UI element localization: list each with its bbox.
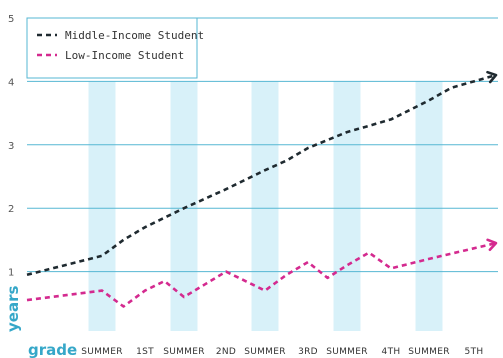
x-tick-label: SUMMER [81,347,123,357]
x-tick-label: SUMMER [408,347,450,357]
x-tick-label: SUMMER [244,347,286,357]
x-tick-labels: SUMMER 1ST SUMMER 2ND SUMMER 3RD SUMMER 4TH SUMM… [81,347,483,357]
grid-lines [27,17,498,273]
y-tick-labels: 1 2 3 4 5 [8,14,14,279]
y-tick-label: 3 [8,141,14,152]
x-axis-label: grade [28,341,77,358]
low-income-line [26,241,497,308]
legend-label: Low-Income Student [65,49,184,62]
y-tick-label: 5 [8,14,14,25]
summer-band [170,81,198,332]
x-tick-label: SUMMER [326,347,368,357]
y-tick-label: 1 [8,268,14,279]
x-tick-label: 4TH [382,347,401,357]
middle-income-line [26,73,497,277]
y-tick-label: 2 [8,204,14,215]
low-income-arrow-icon [486,238,498,251]
series-lines [26,70,498,308]
legend-box [26,17,198,79]
middle-income-arrow-icon [486,70,498,84]
summer-band [88,81,116,332]
y-axis-label: years [4,286,22,332]
legend: Middle-Income Student Low-Income Student [26,17,204,79]
x-tick-label: SUMMER [163,347,205,357]
legend-label: Middle-Income Student [65,29,204,42]
x-tick-label: 1ST [136,347,154,357]
x-tick-label: 2ND [216,347,236,357]
summer-band [251,81,279,332]
summer-bands [88,81,443,332]
y-tick-label: 4 [8,77,14,88]
summer-band [333,81,361,332]
x-tick-label: 3RD [298,347,318,357]
summer-band [415,81,443,332]
x-tick-label: 5TH [465,347,484,357]
